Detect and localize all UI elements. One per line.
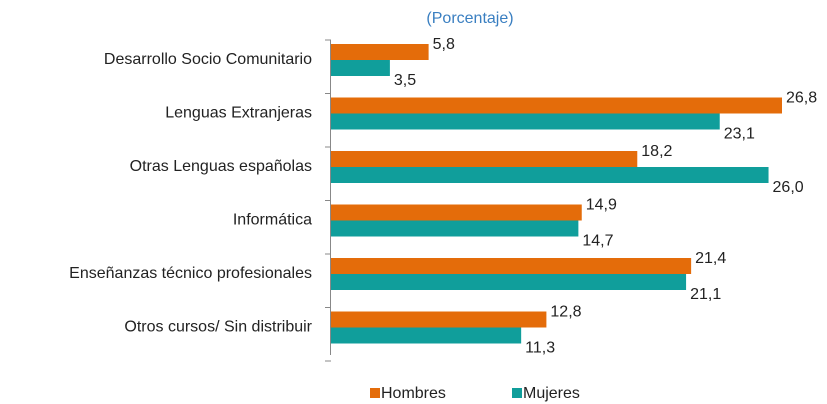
legend-label: Hombres: [381, 385, 446, 402]
value-label: 14,9: [586, 197, 617, 214]
chart-subtitle: (Porcentaje): [426, 10, 513, 27]
bar: [331, 97, 782, 114]
value-label: 21,4: [695, 250, 726, 267]
bar: [331, 274, 687, 290]
bar: [331, 151, 638, 167]
value-label: 23,1: [724, 126, 755, 143]
bar: [331, 113, 720, 130]
bar: [331, 258, 692, 274]
category-label: Lenguas Extranjeras: [165, 105, 312, 122]
bar: [331, 220, 579, 237]
bar: [331, 327, 522, 344]
bar: [331, 167, 769, 183]
bar: [331, 44, 429, 60]
value-label: 26,0: [773, 179, 804, 196]
category-label: Otras Lenguas españolas: [130, 158, 312, 175]
legend-swatch: [512, 388, 522, 398]
category-label: Enseñanzas técnico profesionales: [69, 265, 312, 282]
value-label: 12,8: [550, 304, 581, 321]
category-label: Informática: [233, 212, 312, 229]
value-label: 5,8: [433, 36, 455, 53]
legend-swatch: [370, 388, 380, 398]
value-label: 18,2: [641, 143, 672, 160]
bar: [331, 204, 582, 221]
category-label: Desarrollo Socio Comunitario: [104, 51, 312, 68]
bar: [331, 311, 547, 328]
value-label: 14,7: [582, 233, 613, 250]
value-label: 11,3: [525, 340, 555, 357]
category-label: Otros cursos/ Sin distribuir: [124, 319, 312, 336]
bar: [331, 60, 390, 76]
value-label: 3,5: [394, 72, 416, 89]
value-label: 26,8: [786, 90, 817, 107]
value-label: 21,1: [690, 286, 721, 303]
legend-label: Mujeres: [523, 385, 580, 402]
